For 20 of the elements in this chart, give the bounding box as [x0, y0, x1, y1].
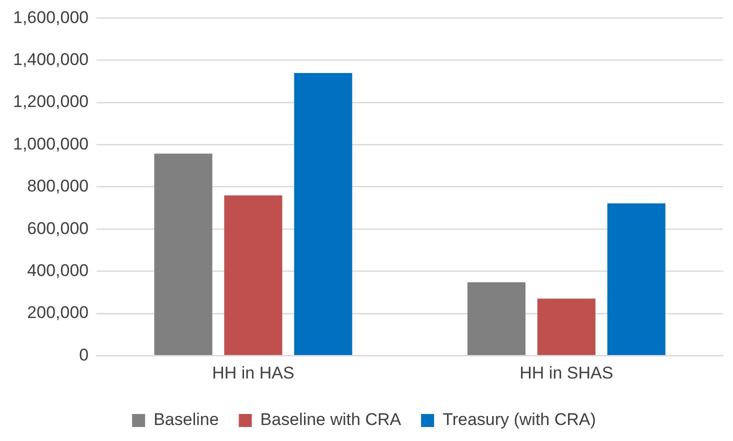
- legend-label: Treasury (with CRA): [442, 410, 596, 430]
- y-tick-label: 1,000,000: [12, 134, 89, 154]
- bar: [607, 203, 666, 355]
- y-tick-label: 600,000: [27, 218, 89, 238]
- legend-label: Baseline with CRA: [260, 410, 402, 430]
- bar: [224, 195, 282, 355]
- x-tick-label: HH in HAS: [212, 363, 294, 382]
- y-tick-label: 400,000: [27, 260, 89, 280]
- y-tick-label: 0: [79, 345, 89, 364]
- legend-label: Baseline: [154, 410, 219, 430]
- y-tick-label: 200,000: [27, 303, 89, 322]
- y-tick-label: 800,000: [27, 176, 89, 196]
- y-tick-label: 1,400,000: [12, 50, 89, 70]
- x-tick-label: HH in SHAS: [520, 363, 614, 382]
- y-tick-label: 1,600,000: [12, 8, 89, 27]
- bar: [154, 154, 212, 355]
- bar: [537, 298, 596, 355]
- bar: [294, 73, 352, 355]
- bar: [467, 282, 526, 355]
- y-tick-label: 1,200,000: [12, 92, 89, 112]
